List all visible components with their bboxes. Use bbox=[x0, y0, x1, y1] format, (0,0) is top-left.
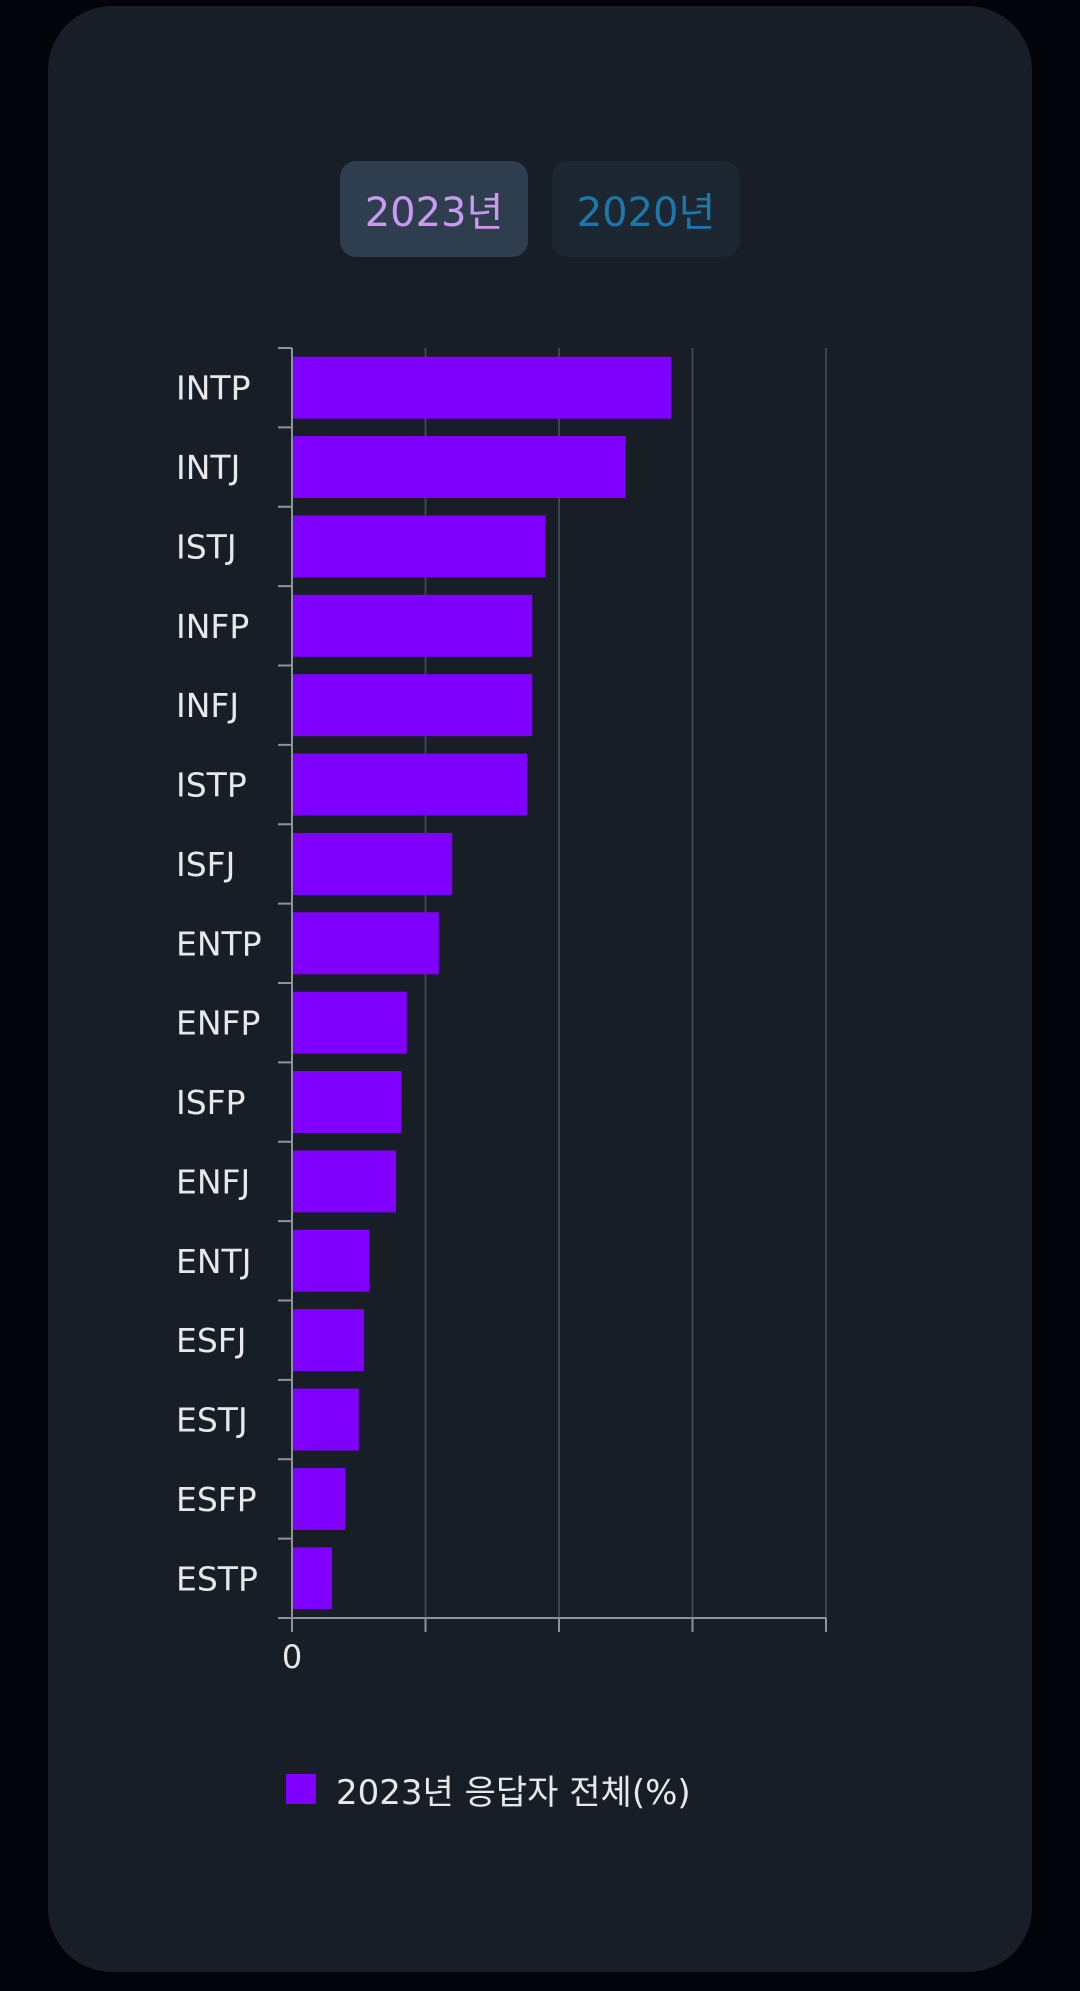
bar-intp bbox=[293, 356, 672, 419]
y-tick-label: ISFP bbox=[176, 1083, 246, 1122]
bar-infp bbox=[293, 594, 533, 657]
bar-enfj bbox=[293, 1150, 397, 1213]
bar-esfj bbox=[293, 1309, 365, 1372]
legend-swatch bbox=[286, 1774, 316, 1804]
y-tick-label: ENFJ bbox=[176, 1162, 250, 1201]
y-tick-label: ESFJ bbox=[176, 1321, 247, 1360]
bar-entj bbox=[293, 1229, 370, 1292]
tab-2020[interactable]: 2020년 bbox=[552, 161, 740, 257]
y-tick-label: INTP bbox=[176, 369, 250, 408]
bar-estj bbox=[293, 1388, 359, 1451]
x-tick-label: 0 bbox=[282, 1638, 302, 1676]
bar-enfp bbox=[293, 991, 407, 1054]
bar-infj bbox=[293, 674, 533, 737]
y-tick-label: ISTJ bbox=[176, 527, 237, 566]
year-tabs: 2023년 2020년 bbox=[340, 161, 740, 257]
bar-entp bbox=[293, 912, 439, 975]
bar-istj bbox=[293, 515, 546, 578]
y-tick-label: ISTP bbox=[176, 766, 247, 805]
y-tick-label: INFP bbox=[176, 607, 249, 646]
legend-label: 2023년 응답자 전체(%) bbox=[336, 1772, 691, 1813]
y-tick-label: ESTP bbox=[176, 1559, 258, 1598]
y-tick-label: ESFP bbox=[176, 1480, 257, 1519]
bar-esfp bbox=[293, 1467, 346, 1530]
y-tick-label: ESTJ bbox=[176, 1401, 248, 1440]
bar-istp bbox=[293, 753, 527, 816]
bar-isfj bbox=[293, 832, 453, 895]
y-tick-label: ENTP bbox=[176, 924, 262, 963]
y-tick-label: ENTJ bbox=[176, 1242, 251, 1281]
chart-card bbox=[48, 6, 1032, 1972]
bar-estp bbox=[293, 1547, 333, 1610]
tab-2023[interactable]: 2023년 bbox=[340, 161, 528, 257]
y-tick-label: INTJ bbox=[176, 448, 240, 487]
y-tick-label: INFJ bbox=[176, 686, 239, 725]
bar-isfp bbox=[293, 1071, 402, 1134]
y-tick-label: ISFJ bbox=[176, 845, 235, 884]
bar-intj bbox=[293, 436, 626, 499]
legend: 2023년 응답자 전체(%) bbox=[286, 1764, 691, 1814]
y-tick-label: ENFP bbox=[176, 1004, 260, 1043]
